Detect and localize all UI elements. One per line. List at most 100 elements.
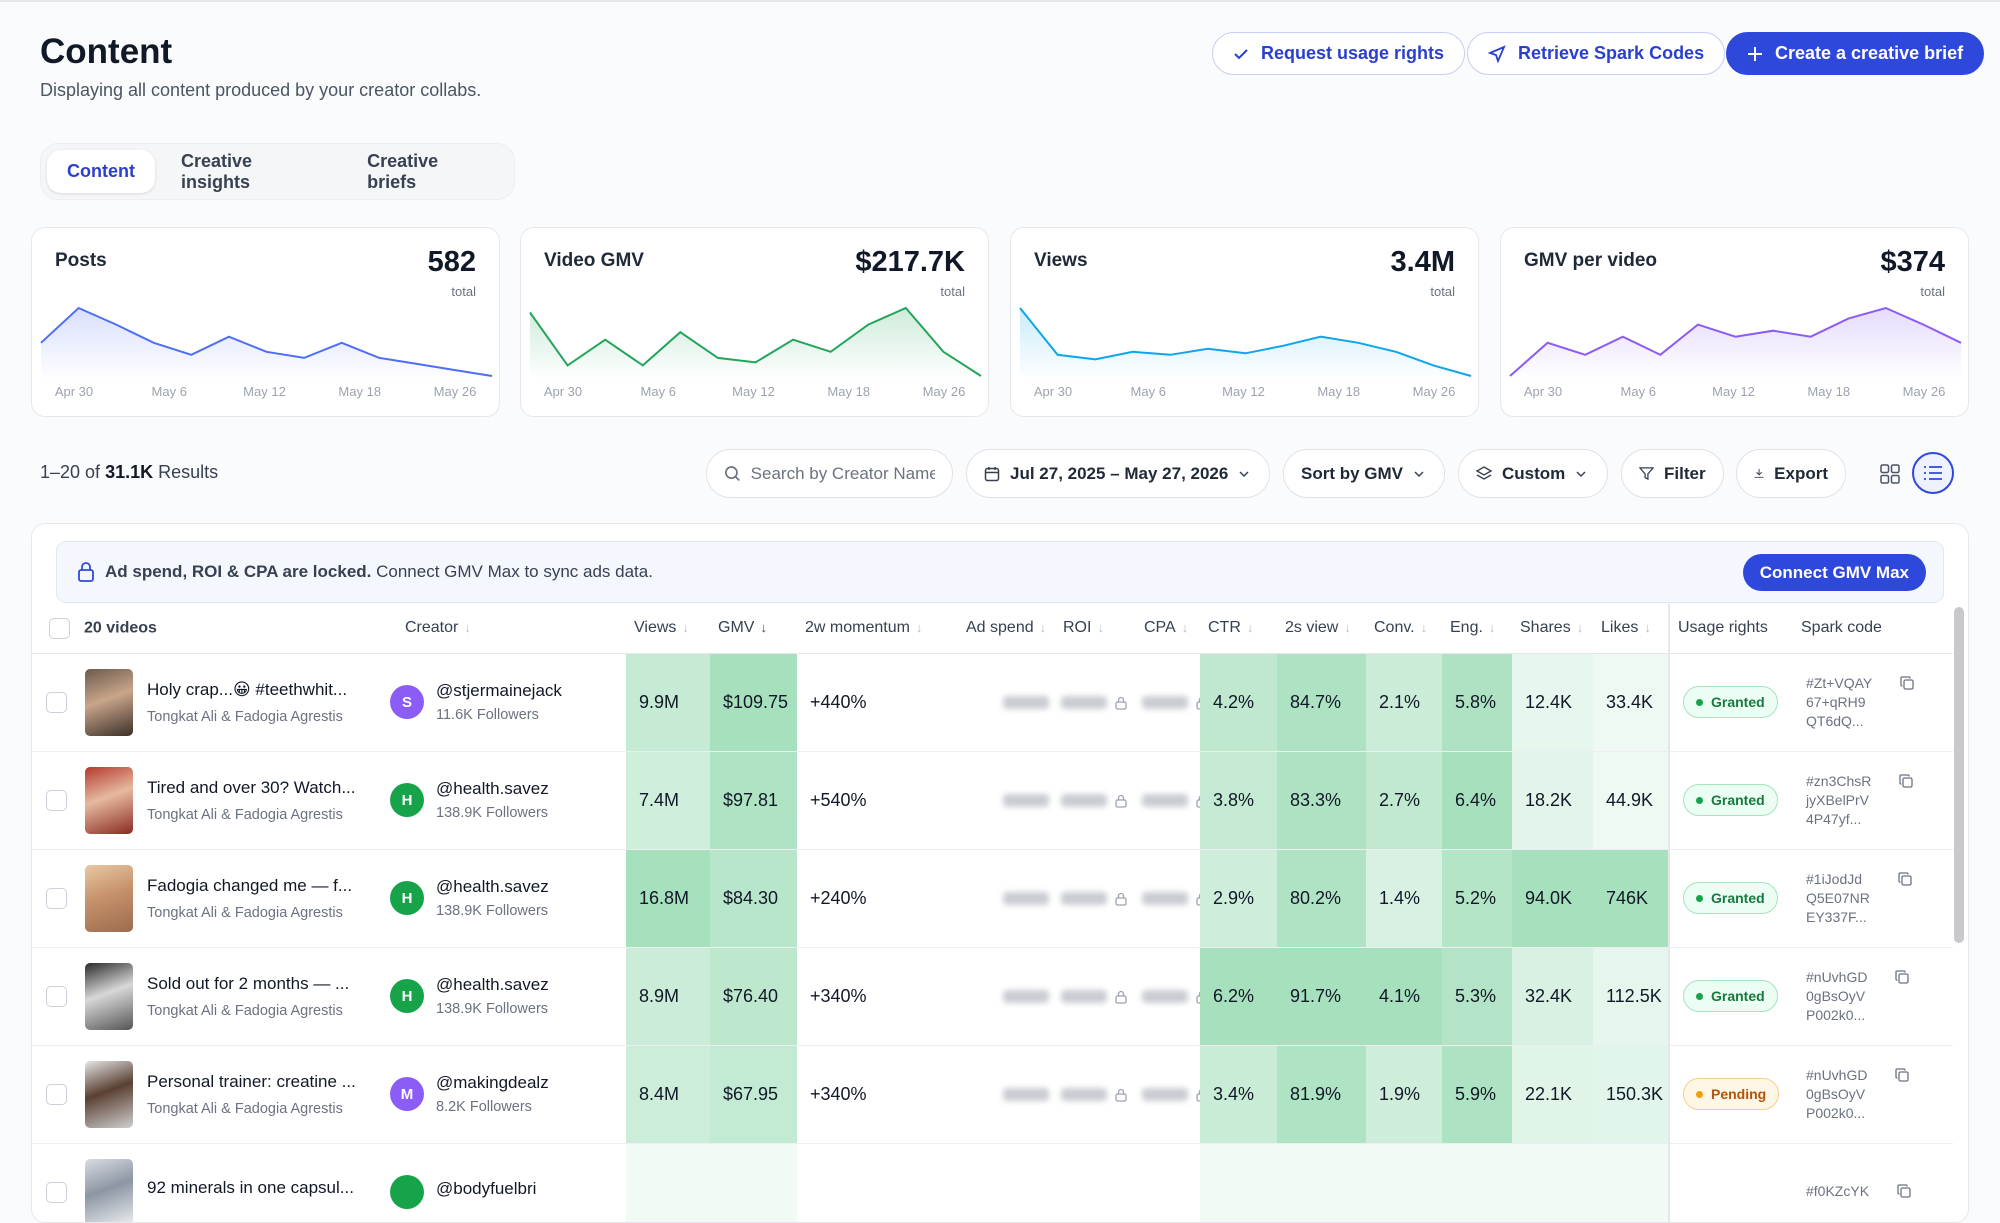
sort-icon[interactable]: ↓ [760, 620, 767, 635]
tab[interactable]: Content [47, 150, 155, 193]
search-box[interactable]: Search by Creator Name [706, 449, 953, 498]
create-brief-button[interactable]: Create a creative brief [1726, 32, 1984, 75]
sort-icon[interactable]: ↓ [916, 620, 923, 635]
cpa-cell [1136, 1143, 1200, 1223]
copy-button[interactable] [1900, 674, 1914, 695]
sort-icon[interactable]: ↓ [464, 620, 471, 635]
sort-icon[interactable]: ↓ [1344, 620, 1351, 635]
creator-handle: @health.savez [436, 877, 549, 897]
view-dropdown[interactable]: Custom [1458, 449, 1608, 498]
filter-button[interactable]: Filter [1621, 449, 1724, 498]
select-all-checkbox[interactable] [49, 618, 70, 639]
momentum-cell-value: +540% [810, 790, 867, 810]
copy-button[interactable] [1895, 1066, 1909, 1087]
creator-avatar [390, 1175, 424, 1209]
ad-spend-cell [958, 751, 1055, 849]
view2s-cell-value: 81.9% [1290, 1084, 1341, 1104]
banner-text: Connect GMV Max to sync ads data. [371, 562, 653, 581]
sort-icon[interactable]: ↓ [1577, 620, 1584, 635]
sort-icon[interactable]: ↓ [1040, 620, 1047, 635]
sort-icon[interactable]: ↓ [1182, 620, 1189, 635]
export-button[interactable]: Export [1736, 449, 1846, 498]
row-checkbox[interactable] [46, 1182, 67, 1203]
spark-line: #zn3ChsR [1806, 772, 1871, 791]
eng-cell: 5.8% [1442, 653, 1512, 751]
sort-icon[interactable]: ↓ [1644, 620, 1651, 635]
column-label: Ad spend [966, 619, 1034, 636]
product-name: Tongkat Ali & Fadogia Agrestis [147, 709, 347, 725]
list-view-toggle[interactable] [1912, 452, 1954, 494]
tab[interactable]: Creative briefs [347, 140, 508, 204]
row-checkbox[interactable] [46, 888, 67, 909]
view2s-cell-value: 84.7% [1290, 692, 1341, 712]
momentum-cell-value: +340% [810, 1084, 867, 1104]
sort-icon[interactable]: ↓ [682, 620, 689, 635]
x-tick-label: May 6 [1621, 384, 1656, 399]
row-checkbox[interactable] [46, 790, 67, 811]
spark-line: EY337F... [1806, 908, 1870, 927]
video-text: Sold out for 2 months — ...Tongkat Ali &… [147, 974, 349, 1019]
copy-button[interactable] [1895, 968, 1909, 989]
video-title: Fadogia changed me — f... [147, 876, 352, 896]
card-title: Posts [55, 250, 107, 272]
column-header: CTR↓ [1200, 604, 1277, 653]
creator-handle: @stjermainejack [436, 681, 562, 701]
sort-label: Sort by GMV [1301, 464, 1403, 484]
connect-button[interactable]: Connect GMV Max [1743, 554, 1926, 591]
x-tick-label: May 18 [1807, 384, 1850, 399]
ctr-cell: 2.9% [1200, 849, 1277, 947]
copy-button[interactable] [1897, 1182, 1911, 1203]
ad-spend-cell [958, 1143, 1055, 1223]
views-cell-value: 7.4M [639, 790, 679, 810]
grid-view-toggle[interactable] [1871, 455, 1909, 493]
x-tick-label: May 26 [923, 384, 966, 399]
usage-cell: Granted [1669, 947, 1793, 1045]
sort-dropdown[interactable]: Sort by GMV [1283, 449, 1445, 498]
copy-button[interactable] [1898, 870, 1912, 891]
tab[interactable]: Creative insights [161, 140, 341, 204]
conv-cell-value: 4.1% [1379, 986, 1420, 1006]
spark-code: #f0KZcYK [1806, 1182, 1869, 1201]
row-checkbox[interactable] [46, 986, 67, 1007]
momentum-cell: +340% [797, 1045, 958, 1143]
creator-avatar: M [390, 1077, 424, 1111]
shares-cell-value: 22.1K [1525, 1084, 1572, 1104]
likes-cell: 112.5K [1593, 947, 1669, 1045]
sort-icon[interactable]: ↓ [1247, 620, 1254, 635]
ctr-cell-value: 2.9% [1213, 888, 1254, 908]
request-usage-button[interactable]: Request usage rights [1212, 32, 1465, 75]
sort-icon[interactable]: ↓ [1489, 620, 1496, 635]
likes-cell-value: 746K [1606, 888, 1648, 908]
content-table-panel: Ad spend, ROI & CPA are locked. Connect … [31, 523, 1969, 1223]
gmv-cell: $97.81 [710, 751, 797, 849]
column-header: Shares↓ [1512, 604, 1593, 653]
search-placeholder: Search by Creator Name [751, 464, 935, 484]
ctr-cell-value: 3.4% [1213, 1084, 1254, 1104]
creator-info: @bodyfuelbri [390, 1175, 613, 1209]
cpa-cell [1136, 947, 1200, 1045]
eng-cell-value: 5.9% [1455, 1084, 1496, 1104]
row-checkbox[interactable] [46, 692, 67, 713]
retrieve-spark-button[interactable]: Retrieve Spark Codes [1467, 32, 1725, 75]
video-title: Holy crap...😀 #teethwhit... [147, 680, 347, 700]
momentum-cell-value: +240% [810, 888, 867, 908]
date-picker[interactable]: Jul 27, 2025 – May 27, 2026 [966, 449, 1270, 498]
column-header: Ad spend ↓ [958, 604, 1055, 653]
copy-button[interactable] [1899, 772, 1913, 793]
eng-cell: 6.4% [1442, 751, 1512, 849]
row-checkbox[interactable] [46, 1084, 67, 1105]
column-header: GMV↓ [710, 604, 797, 653]
sort-icon[interactable]: ↓ [1421, 620, 1428, 635]
eng-cell: 5.3% [1442, 947, 1512, 1045]
creator-followers: 138.9K Followers [436, 903, 549, 919]
column-label: Conv. [1374, 619, 1415, 636]
creator-avatar: H [390, 881, 424, 915]
creator-followers: 138.9K Followers [436, 805, 549, 821]
views-cell: 8.9M [626, 947, 710, 1045]
sort-icon[interactable]: ↓ [1097, 620, 1104, 635]
